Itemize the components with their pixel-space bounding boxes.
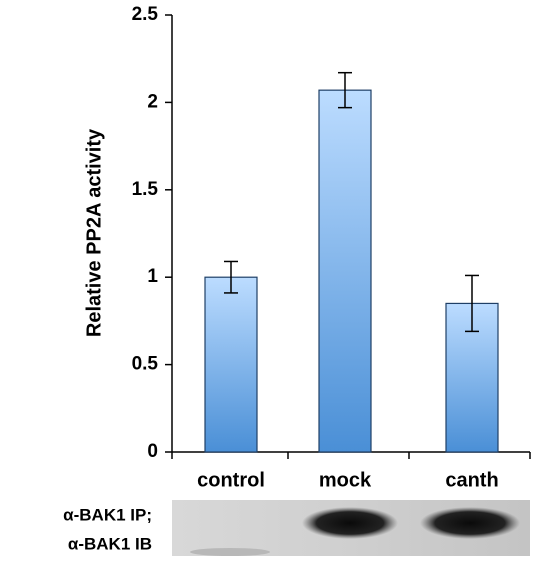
x-tick-label: canth [445, 469, 498, 491]
x-tick-label: control [197, 469, 265, 491]
bar [319, 90, 371, 452]
x-tick-label: mock [319, 469, 372, 491]
figure: Relative PP2A activity α-BAK1 IP; α-BAK1… [0, 0, 534, 573]
y-axis-label: Relative PP2A activity [83, 128, 105, 337]
y-tick-label: 2.5 [132, 4, 159, 25]
bar [205, 277, 257, 452]
y-tick-label: 0 [147, 441, 158, 462]
y-tick-label: 2 [147, 91, 158, 112]
blot [172, 500, 530, 556]
blot-label: α-BAK1 IP; [63, 505, 152, 524]
blot-label: α-BAK1 IB [68, 534, 152, 553]
y-tick-label: 0.5 [132, 354, 159, 375]
x-axis-ticks [172, 452, 530, 459]
y-tick-label: 1 [147, 266, 158, 287]
y-tick-label: 1.5 [132, 179, 159, 200]
